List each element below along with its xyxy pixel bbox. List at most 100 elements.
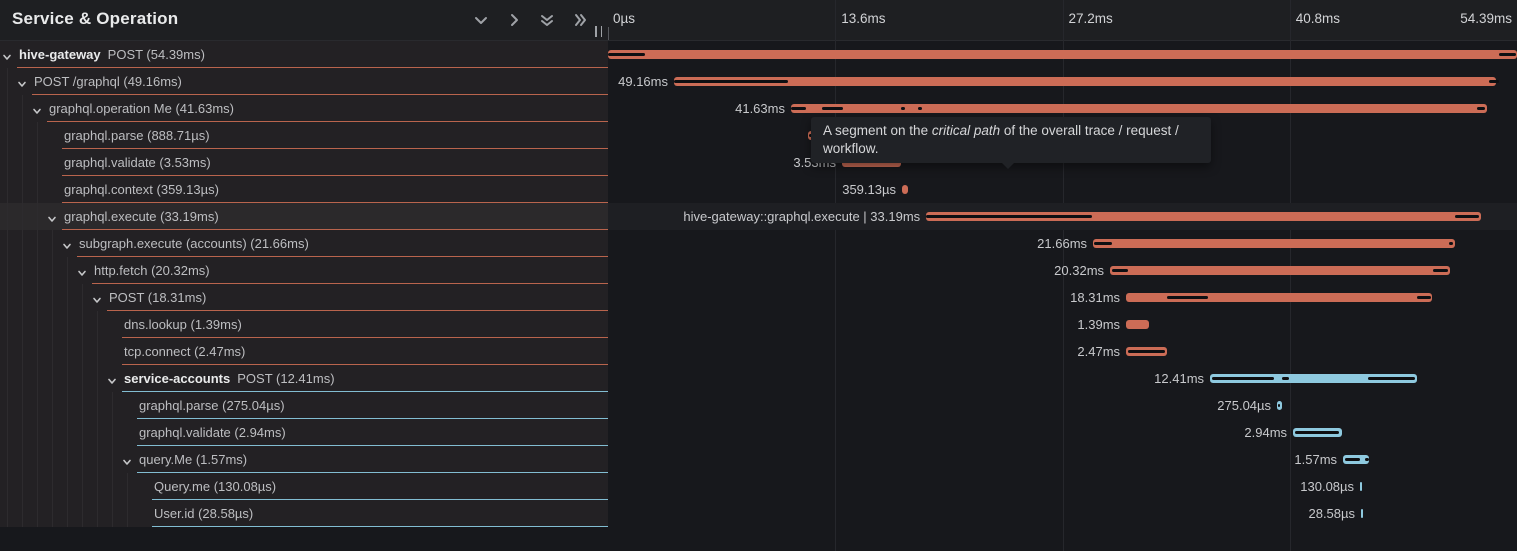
critical-path-segment[interactable] (926, 215, 1093, 218)
critical-path-segment[interactable] (1167, 296, 1208, 299)
critical-path-segment[interactable] (1417, 296, 1431, 299)
critical-path-segment[interactable] (790, 107, 806, 110)
span-bar-row[interactable]: 130.08µs (608, 473, 1517, 500)
chevron-down-icon[interactable] (2, 49, 12, 60)
span-duration-bar[interactable] (673, 77, 1496, 86)
chevron-down-icon[interactable] (47, 211, 57, 222)
tree-indent-guide (52, 257, 53, 284)
tree-indent-guide (22, 257, 23, 284)
span-name-row[interactable]: graphql.validate (3.53ms) (0, 149, 608, 176)
column-resize-handle[interactable] (595, 26, 602, 37)
critical-path-segment[interactable] (1282, 377, 1289, 380)
critical-path-segment[interactable] (1094, 242, 1113, 245)
chevron-down-icon[interactable] (32, 103, 42, 114)
span-bar-row[interactable]: 2.94ms (608, 419, 1517, 446)
double-chevron-down-icon[interactable] (539, 12, 555, 28)
span-duration-bar[interactable] (1110, 266, 1450, 275)
span-name-row[interactable]: graphql.operation Me (41.63ms) (0, 95, 608, 122)
span-name-row[interactable]: graphql.execute (33.19ms) (0, 203, 608, 230)
span-name-row[interactable]: query.Me (1.57ms) (0, 446, 608, 473)
span-duration-bar[interactable] (608, 50, 1517, 59)
span-bar-row[interactable]: 1.39ms (608, 311, 1517, 338)
critical-path-segment[interactable] (1211, 377, 1275, 380)
chevron-down-icon[interactable] (473, 12, 489, 28)
span-name-row[interactable]: graphql.parse (275.04µs) (0, 392, 608, 419)
span-name-column-header[interactable]: Service & Operation (0, 0, 608, 41)
critical-path-segment[interactable] (900, 107, 905, 110)
critical-path-segment[interactable] (1448, 242, 1454, 245)
critical-path-segment[interactable] (673, 80, 788, 83)
span-name-row[interactable]: dns.lookup (1.39ms) (0, 311, 608, 338)
critical-path-segment[interactable] (1498, 53, 1517, 56)
span-name-row[interactable]: service-accounts POST (12.41ms) (0, 365, 608, 392)
span-bar-row[interactable]: 28.58µs (608, 500, 1517, 527)
critical-path-segment[interactable] (1295, 431, 1339, 434)
double-chevron-right-icon[interactable] (572, 12, 588, 28)
chevron-down-icon[interactable] (62, 238, 72, 249)
chevron-down-icon[interactable] (107, 373, 117, 384)
span-bar-row[interactable]: 41.63ms (608, 95, 1517, 122)
chevron-right-icon[interactable] (506, 12, 522, 28)
span-bar-row[interactable] (608, 41, 1517, 68)
tree-indent-guide (22, 338, 23, 365)
service-name: hive-gateway (19, 47, 101, 62)
span-name-label: hive-gateway POST (54.39ms) (19, 47, 205, 62)
critical-path-segment[interactable] (608, 53, 645, 56)
span-name-row[interactable]: graphql.context (359.13µs) (0, 176, 608, 203)
tree-indent-guide (7, 149, 8, 176)
span-name-row[interactable]: http.fetch (20.32ms) (0, 257, 608, 284)
tree-indent-guide (67, 419, 68, 446)
span-duration-bar[interactable] (926, 212, 1481, 221)
critical-path-segment[interactable] (1127, 350, 1166, 353)
tree-indent-guide (7, 419, 8, 446)
span-bar-row[interactable]: hive-gateway::graphql.execute | 33.19ms (608, 203, 1517, 230)
tree-indent-guide (37, 338, 38, 365)
critical-path-segment[interactable] (1365, 458, 1369, 461)
span-duration-bar[interactable] (1361, 509, 1363, 518)
span-name-row[interactable]: subgraph.execute (accounts) (21.66ms) (0, 230, 608, 257)
critical-path-segment[interactable] (1344, 458, 1361, 461)
span-duration-bar[interactable] (790, 104, 1487, 113)
critical-path-segment[interactable] (917, 107, 922, 110)
critical-path-segment[interactable] (1488, 80, 1499, 83)
span-bar-row[interactable]: 18.31ms (608, 284, 1517, 311)
span-name-row[interactable]: Query.me (130.08µs) (0, 473, 608, 500)
span-name-row[interactable]: POST (18.31ms) (0, 284, 608, 311)
span-duration-bar[interactable] (1210, 374, 1418, 383)
span-bar-row[interactable]: 1.57ms (608, 446, 1517, 473)
span-name-row[interactable]: POST /graphql (49.16ms) (0, 68, 608, 95)
span-name-row[interactable]: graphql.validate (2.94ms) (0, 419, 608, 446)
span-bar-row[interactable]: 275.04µs (608, 392, 1517, 419)
critical-path-segment[interactable] (1277, 404, 1281, 407)
critical-path-segment[interactable] (821, 107, 843, 110)
span-bar-row[interactable]: 12.41ms (608, 365, 1517, 392)
span-duration-bar[interactable] (901, 185, 908, 194)
critical-path-segment[interactable] (1455, 215, 1479, 218)
span-bar-row[interactable]: 21.66ms (608, 230, 1517, 257)
row-service-underline (62, 202, 608, 203)
row-service-underline (62, 175, 608, 176)
critical-path-segment[interactable] (1477, 107, 1485, 110)
tree-indent-guide (22, 284, 23, 311)
span-name-row[interactable]: hive-gateway POST (54.39ms) (0, 41, 608, 68)
span-bar-row[interactable]: 359.13µs (608, 176, 1517, 203)
chevron-down-icon[interactable] (17, 76, 27, 87)
chevron-down-icon[interactable] (77, 265, 87, 276)
chevron-down-icon[interactable] (92, 292, 102, 303)
span-name-row[interactable]: User.id (28.58µs) (0, 500, 608, 527)
critical-path-segment[interactable] (1433, 269, 1448, 272)
chevron-down-icon[interactable] (122, 454, 132, 465)
span-bar-row[interactable]: 2.47ms (608, 338, 1517, 365)
span-duration-bar[interactable] (1360, 482, 1363, 491)
span-duration-bar[interactable] (1093, 239, 1455, 248)
span-bar-row[interactable]: 49.16ms (608, 68, 1517, 95)
span-bar-row[interactable]: 20.32ms (608, 257, 1517, 284)
tree-indent-guide (22, 230, 23, 257)
span-duration-bar[interactable] (1126, 293, 1432, 302)
span-name-row[interactable]: tcp.connect (2.47ms) (0, 338, 608, 365)
critical-path-segment[interactable] (1111, 269, 1128, 272)
critical-path-segment[interactable] (1367, 377, 1416, 380)
span-name-row[interactable]: graphql.parse (888.71µs) (0, 122, 608, 149)
tree-indent-guide (37, 419, 38, 446)
span-duration-bar[interactable] (1126, 320, 1150, 329)
